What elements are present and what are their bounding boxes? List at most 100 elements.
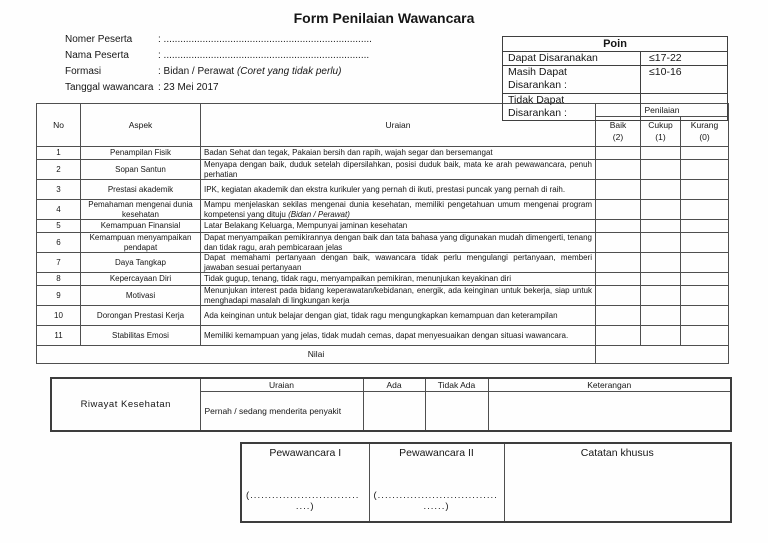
- field-label: Tanggal wawancara: [65, 82, 154, 93]
- table-row: 9 Motivasi Menunjukan interest pada bida…: [36, 285, 730, 306]
- poin-legend-box: Poin Dapat Disaranakan ≤17-22 Masih Dapa…: [502, 36, 728, 121]
- score-cell-cukup: [640, 252, 681, 273]
- signature-dots: ......): [423, 501, 450, 512]
- uraian-cell: Mampu menjelaskan sekilas mengenai dunia…: [200, 199, 596, 220]
- table-row: 2 Sopan Santun Menyapa dengan baik, dudu…: [36, 159, 730, 180]
- uraian-cell: Memiliki kemampuan yang jelas, tidak mud…: [200, 325, 596, 346]
- uraian-italic: (Bidan / Perawat): [288, 209, 350, 219]
- aspek-cell: Dorongan Prestasi Kerja: [80, 305, 201, 326]
- score-value: (0): [699, 131, 710, 142]
- poin-label: Tidak Dapat Disarankan :: [503, 94, 641, 120]
- uraian-text: Latar Belakang Keluarga, Mempunyai jamin…: [204, 221, 408, 231]
- uraian-text: Dapat memahami pertanyaan dengan baik, w…: [204, 253, 592, 272]
- uraian-text: Memiliki kemampuan yang jelas, tidak mud…: [204, 330, 569, 340]
- uraian-cell: Badan Sehat dan tegak, Pakaian bersih da…: [200, 146, 596, 160]
- field-value-dotted-line: : ......................................…: [158, 34, 372, 45]
- field-value-text: : Bidan / Perawat: [158, 66, 237, 77]
- no-cell: 2: [36, 159, 81, 180]
- score-cell-baik: [595, 232, 641, 253]
- health-history-table: Riwayat Kesehatan Uraian Ada Tidak Ada K…: [50, 377, 732, 432]
- score-cell-baik: [595, 146, 641, 160]
- score-cell-baik: [595, 305, 641, 326]
- score-cell-baik: [595, 179, 641, 200]
- score-cell-kurang: [679, 325, 730, 346]
- score-name: Cukup: [648, 120, 673, 131]
- table-row: 8 Kepercayaan Diri Tidak gugup, tenang, …: [36, 272, 730, 286]
- signature-dots: ....): [295, 501, 315, 512]
- aspek-cell: Penampilan Fisik: [80, 146, 201, 160]
- uraian-cell: Dapat memahami pertanyaan dengan baik, w…: [200, 252, 596, 273]
- uraian-cell: Latar Belakang Keluarga, Mempunyai jamin…: [200, 219, 596, 233]
- col-header-tidak-ada: Tidak Ada: [424, 377, 489, 392]
- nilai-value-cell: [594, 345, 730, 364]
- field-formasi: Formasi: Bidan / Perawat (Coret yang tid…: [65, 64, 372, 80]
- col-header-uraian: Uraian: [200, 103, 596, 147]
- header-fields: Nomer Peserta: .........................…: [65, 32, 372, 96]
- table-row: 11 Stabilitas Emosi Memiliki kemampuan y…: [36, 325, 730, 346]
- table-row: 5 Kemampuan Finansial Latar Belakang Kel…: [36, 219, 730, 233]
- uraian-cell: IPK, kegiatan akademik dan ekstra kuriku…: [200, 179, 596, 200]
- score-cell-cukup: [640, 325, 681, 346]
- health-history-label: Riwayat Kesehatan: [50, 377, 201, 432]
- uraian-text: Mampu menjelaskan sekilas mengenai dunia…: [204, 200, 592, 219]
- tidak-ada-cell: [424, 390, 489, 432]
- field-label: Formasi: [65, 66, 102, 77]
- interviewer-1-cell: Pewawancara I (.........................…: [240, 442, 370, 523]
- no-cell: 7: [36, 252, 81, 273]
- field-nomer-peserta: Nomer Peserta: .........................…: [65, 32, 372, 48]
- field-tanggal-wawancara: Tanggal wawancara : 23 Mei 2017: [65, 80, 372, 96]
- no-cell: 3: [36, 179, 81, 200]
- table-row: 10 Dorongan Prestasi Kerja Ada keinginan…: [36, 305, 730, 326]
- score-cell-cukup: [640, 179, 681, 200]
- score-cell-kurang: [679, 219, 730, 233]
- uraian-text: Ada keinginan untuk belajar dengan giat,…: [204, 310, 558, 320]
- score-cell-cukup: [640, 199, 681, 220]
- no-cell: 4: [36, 199, 81, 220]
- uraian-cell: Menunjukan interest pada bidang keperawa…: [200, 285, 596, 306]
- special-notes-cell: Catatan khusus: [503, 442, 732, 523]
- special-notes-title: Catatan khusus: [580, 447, 654, 459]
- score-cell-kurang: [679, 305, 730, 326]
- field-label: Nama Peserta: [65, 50, 129, 61]
- field-value: : 23 Mei 2017: [158, 82, 219, 93]
- poin-title: Poin: [503, 37, 727, 52]
- uraian-text: IPK, kegiatan akademik dan ekstra kuriku…: [204, 184, 566, 194]
- col-header-keterangan: Keterangan: [487, 377, 732, 392]
- score-cell-kurang: [679, 252, 730, 273]
- table-row: 3 Prestasi akademik IPK, kegiatan akadem…: [36, 179, 730, 200]
- score-cell-cukup: [640, 285, 681, 306]
- aspek-cell: Kemampuan menyampaikan pendapat: [80, 232, 201, 253]
- col-header-ada: Ada: [362, 377, 426, 392]
- score-value: (1): [655, 131, 666, 142]
- keterangan-cell: [487, 390, 732, 432]
- no-cell: 10: [36, 305, 81, 326]
- aspek-cell: Prestasi akademik: [80, 179, 201, 200]
- score-cell-baik: [595, 159, 641, 180]
- table-row: 4 Pemahaman mengenai dunia kesehatan Mam…: [36, 199, 730, 220]
- health-uraian-cell: Pernah / sedang menderita penyakit: [199, 390, 364, 432]
- no-cell: 5: [36, 219, 81, 233]
- aspek-cell: Kemampuan Finansial: [80, 219, 201, 233]
- col-header-no: No: [36, 103, 81, 147]
- interviewer-1-title: Pewawancara I: [269, 447, 342, 459]
- aspek-cell: Motivasi: [80, 285, 201, 306]
- score-cell-kurang: [679, 272, 730, 286]
- uraian-cell: Ada keinginan untuk belajar dengan giat,…: [200, 305, 596, 326]
- score-cell-kurang: [679, 146, 730, 160]
- poin-value: [641, 94, 727, 120]
- no-cell: 8: [36, 272, 81, 286]
- score-name: Kurang: [690, 120, 719, 131]
- score-cell-cukup: [640, 146, 681, 160]
- score-cell-kurang: [679, 179, 730, 200]
- poin-value: ≤17-22: [649, 52, 682, 64]
- aspek-cell: Stabilitas Emosi: [80, 325, 201, 346]
- col-header-uraian: Uraian: [199, 377, 364, 392]
- aspek-cell: Sopan Santun: [80, 159, 201, 180]
- score-cell-cukup: [640, 305, 681, 326]
- uraian-text: Menunjukan interest pada bidang keperawa…: [204, 286, 592, 305]
- no-cell: 11: [36, 325, 81, 346]
- score-cell-baik: [595, 219, 641, 233]
- poin-row: Dapat Disaranakan ≤17-22: [503, 52, 727, 65]
- uraian-text: Menyapa dengan baik, duduk setelah diper…: [204, 160, 592, 179]
- poin-row: Masih Dapat Disarankan : ≤10-16: [503, 65, 727, 93]
